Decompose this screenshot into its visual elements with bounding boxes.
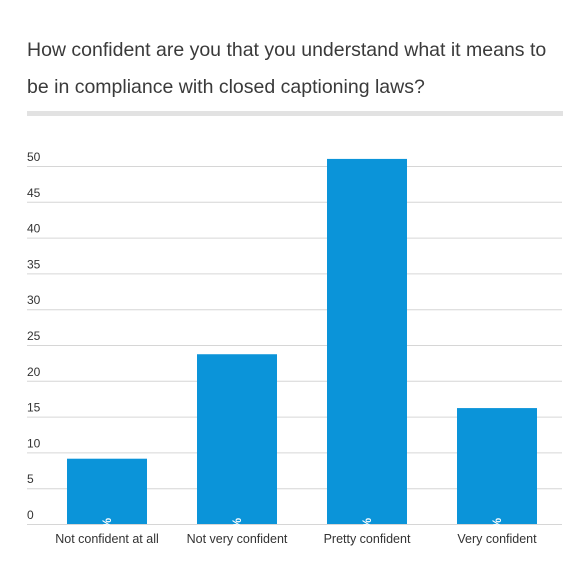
y-tick-label-5: 5 bbox=[27, 472, 34, 486]
bar-value-label-0: 9.12% bbox=[100, 518, 114, 552]
category-label-3: Very confident bbox=[457, 532, 537, 546]
category-label-2: Pretty confident bbox=[324, 532, 411, 546]
bar-value-labels: 9.12% 23.71% 50.99% 16.19% bbox=[100, 518, 504, 559]
title-divider bbox=[27, 111, 563, 116]
bar-value-label-1: 23.71% bbox=[230, 518, 244, 559]
y-axis-ticks: 0 5 10 15 20 25 30 35 40 45 50 bbox=[27, 150, 41, 522]
y-tick-label-10: 10 bbox=[27, 436, 41, 450]
bar-3 bbox=[457, 408, 537, 524]
y-tick-label-40: 40 bbox=[27, 222, 41, 236]
y-tick-label-0: 0 bbox=[27, 508, 34, 522]
y-tick-label-50: 50 bbox=[27, 150, 41, 164]
y-tick-label-25: 25 bbox=[27, 329, 41, 343]
category-label-1: Not very confident bbox=[187, 532, 288, 546]
chart-title: How confident are you that you understan… bbox=[27, 39, 547, 98]
bars bbox=[67, 158, 537, 524]
y-tick-label-15: 15 bbox=[27, 401, 41, 415]
bar-0 bbox=[67, 458, 147, 524]
bar-value-label-3: 16.19% bbox=[490, 518, 504, 559]
bar-1 bbox=[197, 354, 277, 524]
y-tick-label-30: 30 bbox=[27, 293, 41, 307]
y-tick-label-20: 20 bbox=[27, 365, 41, 379]
bar-2 bbox=[327, 158, 407, 524]
y-tick-label-35: 35 bbox=[27, 257, 41, 271]
bar-value-label-2: 50.99% bbox=[360, 518, 374, 559]
y-tick-label-45: 45 bbox=[27, 186, 41, 200]
x-axis-categories: Not confident at all Not very confident Pr… bbox=[55, 532, 537, 546]
category-label-0: Not confident at all bbox=[55, 532, 159, 546]
